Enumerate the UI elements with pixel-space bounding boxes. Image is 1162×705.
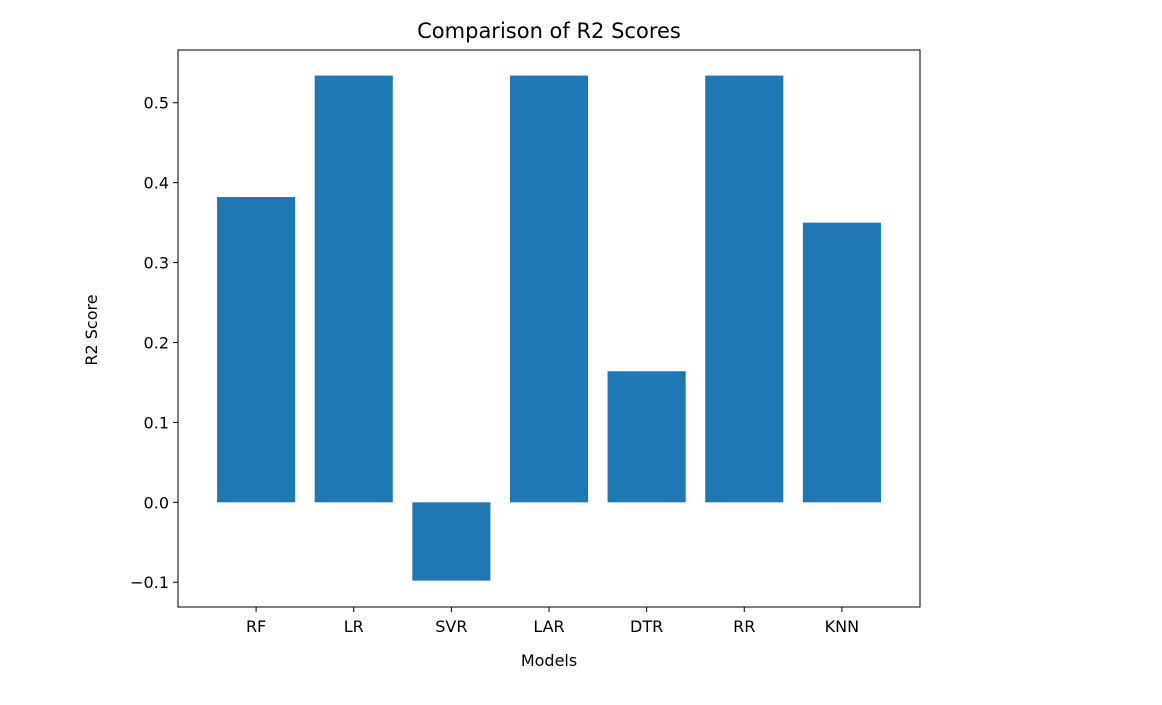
bar-lr — [314, 75, 393, 503]
bar-dtr — [607, 371, 686, 503]
x-tick-label: SVR — [435, 617, 467, 636]
x-tick-label: KNN — [825, 617, 859, 636]
y-tick-label: 0.4 — [144, 174, 169, 193]
x-tick-label: LR — [344, 617, 364, 636]
x-tick-label: RR — [733, 617, 755, 636]
x-tick-label: RF — [246, 617, 266, 636]
y-tick-label: 0.2 — [144, 333, 169, 352]
y-tick-label: 0.0 — [144, 493, 169, 512]
y-tick-label: −0.1 — [130, 573, 169, 592]
bar-rf — [217, 197, 296, 503]
plot-frame — [177, 49, 921, 608]
x-axis-label: Models — [521, 651, 577, 670]
y-axis-ticks: −0.1 0.0 0.1 0.2 0.3 0.4 0.5 — [130, 94, 178, 592]
bar-knn — [802, 222, 881, 503]
x-axis-ticks: RF LR SVR LAR DTR RR KNN — [246, 607, 859, 636]
bar-rr — [705, 75, 784, 503]
y-tick-label: 0.1 — [144, 413, 169, 432]
x-tick-label: DTR — [630, 617, 663, 636]
y-tick-label: 0.5 — [144, 94, 169, 113]
bar-svr — [412, 502, 491, 581]
y-axis-label: R2 Score — [82, 294, 101, 365]
x-tick-label: LAR — [533, 617, 564, 636]
bars-layer — [217, 75, 881, 581]
chart-title: Comparison of R2 Scores — [417, 19, 681, 43]
y-tick-label: 0.3 — [144, 254, 169, 273]
bar-lar — [509, 75, 589, 503]
